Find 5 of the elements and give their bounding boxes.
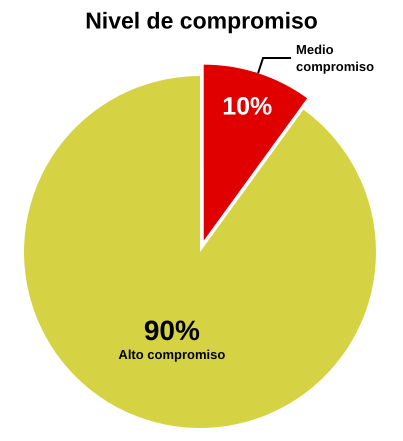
chart-title: Nivel de compromiso bbox=[85, 8, 318, 34]
data-label: 90% bbox=[144, 315, 200, 346]
slice-label: Alto compromiso bbox=[118, 347, 226, 362]
data-label: 10% bbox=[222, 92, 272, 121]
slice-label: Medio compromiso bbox=[296, 42, 374, 74]
